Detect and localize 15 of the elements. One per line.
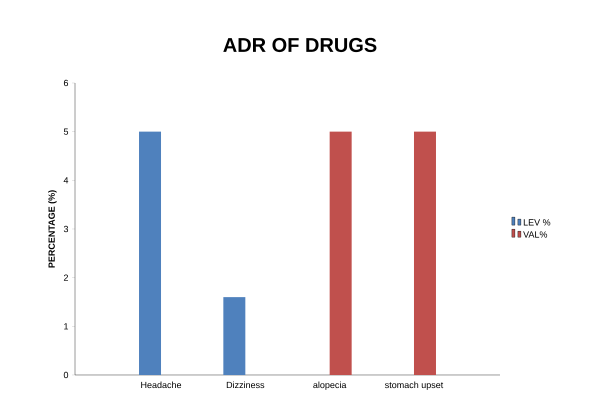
y-tick-label: 3 bbox=[64, 226, 68, 232]
x-tick-label: alopecia bbox=[313, 382, 346, 390]
legend-label: LEV % bbox=[524, 219, 550, 226]
y-tick-label: 5 bbox=[64, 128, 68, 135]
chart-title: ADR OF DRUGS bbox=[223, 38, 376, 52]
x-tick-label: Dizziness bbox=[226, 382, 264, 388]
x-tick-label: Headache bbox=[141, 382, 182, 388]
legend-label: VAL% bbox=[523, 231, 548, 238]
y-tick-label: 4 bbox=[64, 177, 68, 184]
y-tick-label: 2 bbox=[64, 274, 68, 281]
x-tick-label: stomach upset bbox=[384, 382, 444, 390]
y-tick-label: 1 bbox=[64, 323, 68, 330]
y-tick-label: 0 bbox=[64, 372, 68, 378]
y-axis-title: PERCENTAGE (%) bbox=[48, 190, 57, 268]
y-tick-label: 6 bbox=[64, 80, 68, 86]
